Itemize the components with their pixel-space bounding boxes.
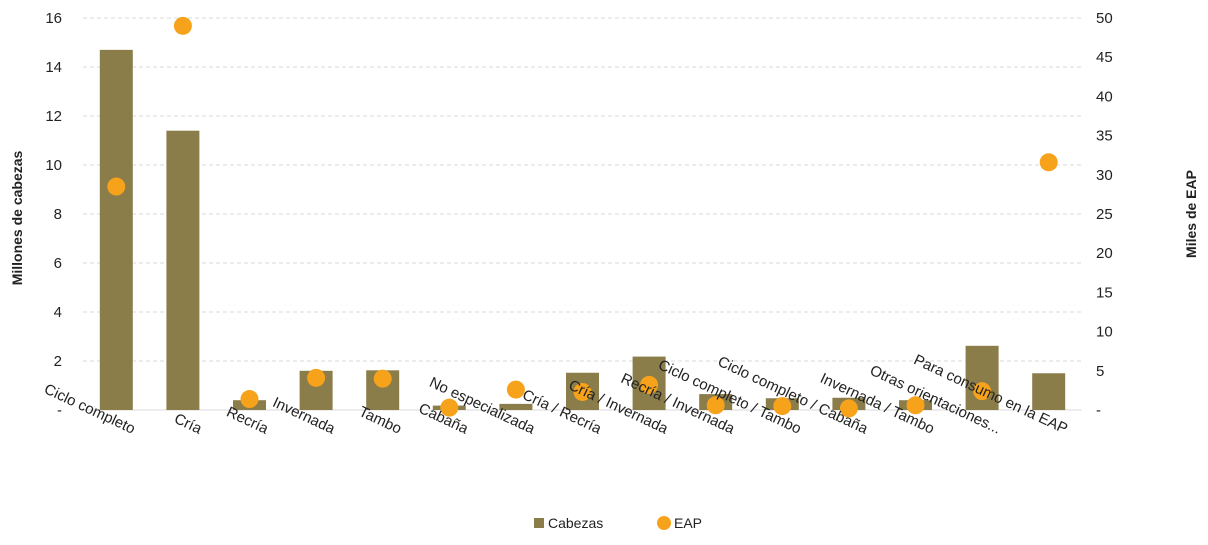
right-tick-label: 15 <box>1096 284 1113 301</box>
bar <box>166 130 200 410</box>
dot <box>307 368 326 387</box>
right-tick-label: 5 <box>1096 363 1104 380</box>
bar <box>499 403 533 410</box>
legend-label-eap: EAP <box>674 515 702 531</box>
left-tick-label: 2 <box>54 353 62 370</box>
right-tick-label: 45 <box>1096 49 1113 66</box>
left-tick-label: 12 <box>45 108 62 125</box>
dot <box>107 177 126 196</box>
dot-series-eap <box>107 16 1058 418</box>
left-axis-title: Millones de cabezas <box>9 150 25 285</box>
right-tick-label: 25 <box>1096 206 1113 223</box>
right-tick-label: 40 <box>1096 88 1113 105</box>
dot <box>839 399 858 418</box>
dot <box>240 390 259 409</box>
bar <box>1032 373 1066 410</box>
left-tick-label: 6 <box>54 255 62 272</box>
dot <box>373 369 392 388</box>
dot <box>440 398 459 417</box>
right-tick-label: 10 <box>1096 324 1113 341</box>
right-tick-label: 35 <box>1096 128 1113 145</box>
dot <box>906 396 925 415</box>
left-tick-label: 8 <box>54 206 62 223</box>
dot <box>640 375 659 394</box>
dot <box>1039 153 1058 172</box>
left-tick-label: 14 <box>45 59 62 76</box>
dot <box>773 397 792 416</box>
left-tick-label: - <box>57 402 62 419</box>
gridlines <box>83 17 1082 411</box>
legend-label-cabezas: Cabezas <box>548 515 603 531</box>
dot <box>973 382 992 401</box>
right-tick-label: 30 <box>1096 167 1113 184</box>
category-label: Cría <box>172 410 205 438</box>
right-axis-title: Miles de EAP <box>1183 170 1199 258</box>
left-tick-label: 16 <box>45 10 62 27</box>
dot <box>506 380 525 399</box>
right-tick-label: - <box>1096 402 1101 419</box>
right-axis-ticks: - 5 10 15 20 25 30 35 40 45 50 <box>1096 10 1113 419</box>
bar <box>99 49 133 410</box>
dot <box>573 382 592 401</box>
legend-swatch-cabezas <box>534 518 544 528</box>
dot <box>706 396 725 415</box>
left-tick-label: 10 <box>45 157 62 174</box>
legend-swatch-eap <box>657 516 671 530</box>
right-tick-label: 20 <box>1096 245 1113 262</box>
dot <box>173 16 192 35</box>
left-tick-label: 4 <box>54 304 62 321</box>
legend: Cabezas EAP <box>534 515 702 531</box>
left-axis-ticks: - 2 4 6 8 10 12 14 16 <box>45 10 62 419</box>
right-tick-label: 50 <box>1096 10 1113 27</box>
